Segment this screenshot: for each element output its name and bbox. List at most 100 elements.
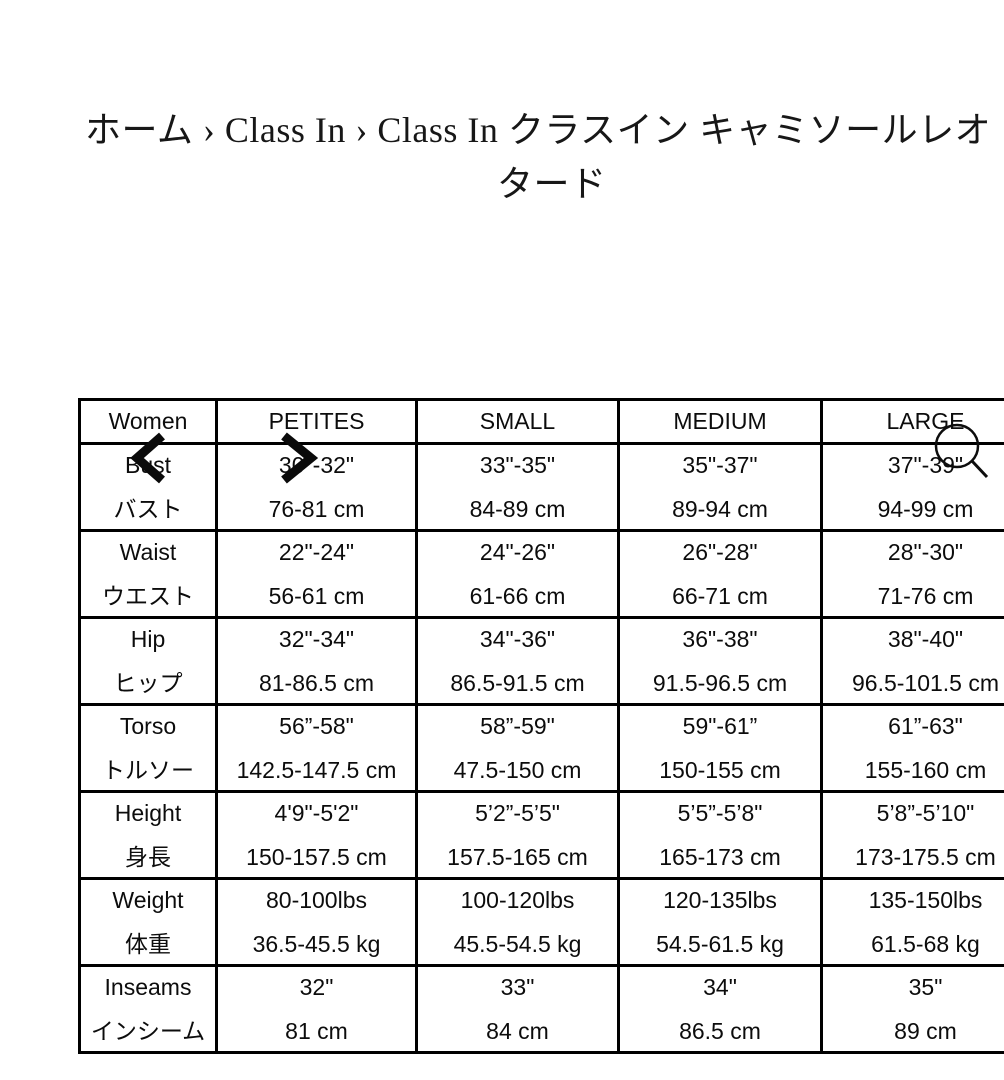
magnifier-icon — [934, 423, 989, 479]
value-cell: 56”-58" 142.5-147.5 cm — [215, 703, 418, 793]
value-cell: 38"-40" 96.5-101.5 cm — [820, 616, 1004, 706]
value-imperial: 5’2”-5’5" — [475, 800, 560, 826]
carousel-next-button[interactable] — [273, 428, 323, 488]
value-cell: 5’2”-5’5" 157.5-165 cm — [415, 790, 620, 880]
value-cell: 32"-34" 81-86.5 cm — [215, 616, 418, 706]
col-header-petites: PETITES — [215, 398, 418, 445]
table-row-hip: Hip ヒップ 32"-34" 81-86.5 cm 34"-36" 86.5-… — [78, 616, 1004, 706]
breadcrumb-line-2: タード — [497, 164, 607, 204]
value-metric: 76-81 cm — [268, 496, 365, 522]
row-label-ja: 身長 — [125, 844, 171, 870]
value-metric: 155-160 cm — [864, 757, 987, 783]
value-metric: 81-86.5 cm — [258, 670, 375, 696]
value-metric: 89 cm — [894, 1018, 957, 1044]
value-imperial: 36"-38" — [682, 626, 758, 652]
table-row-waist: Waist ウエスト 22"-24" 56-61 cm 24"-26" 61-6… — [78, 529, 1004, 619]
value-cell: 135-150lbs 61.5-68 kg — [820, 877, 1004, 967]
value-metric: 36.5-45.5 kg — [252, 931, 381, 957]
value-metric: 96.5-101.5 cm — [851, 670, 1000, 696]
row-label-ja: 体重 — [125, 931, 171, 957]
table-row-torso: Torso トルソー 56”-58" 142.5-147.5 cm 58”-59… — [78, 703, 1004, 793]
value-cell: 33"-35" 84-89 cm — [415, 442, 620, 532]
value-metric: 61.5-68 kg — [871, 931, 980, 957]
value-imperial: 24"-26" — [479, 539, 556, 565]
value-imperial: 32"-34" — [278, 626, 355, 652]
value-metric: 66-71 cm — [672, 583, 768, 609]
row-label-ja: トルソー — [102, 757, 194, 783]
table-row-weight: Weight 体重 80-100lbs 36.5-45.5 kg 100-120… — [78, 877, 1004, 967]
breadcrumb-line-1[interactable]: ホーム › Class In › Class In クラスイン キャミソールレオ — [85, 110, 992, 150]
chevron-left-icon — [130, 432, 165, 484]
chevron-right-icon — [281, 432, 319, 484]
value-metric: 165-173 cm — [659, 844, 781, 870]
col-header-small: SMALL — [415, 398, 620, 445]
value-cell: 32" 81 cm — [215, 964, 418, 1054]
row-label-cell: Hip ヒップ — [78, 616, 218, 706]
value-imperial: 26"-28" — [682, 539, 758, 565]
row-label-cell: Weight 体重 — [78, 877, 218, 967]
value-metric: 81 cm — [285, 1018, 348, 1044]
value-cell: 33" 84 cm — [415, 964, 620, 1054]
value-metric: 61-66 cm — [469, 583, 566, 609]
header-row: Women PETITES SMALL MEDIUM LARGE — [78, 398, 1004, 445]
value-metric: 54.5-61.5 kg — [656, 931, 784, 957]
value-metric: 150-157.5 cm — [246, 844, 387, 870]
carousel-prev-button[interactable] — [125, 428, 175, 488]
value-imperial: 135-150lbs — [868, 887, 983, 913]
value-imperial: 35" — [908, 974, 943, 1000]
value-imperial: 58”-59" — [480, 713, 555, 739]
table-row-bust: Bust バスト 30"-32" 76-81 cm 33"-35" 84-89 … — [78, 442, 1004, 532]
row-label-en: Inseams — [104, 974, 192, 1000]
value-imperial: 35"-37" — [682, 452, 758, 478]
value-cell: 24"-26" 61-66 cm — [415, 529, 620, 619]
row-label-ja: バスト — [113, 496, 183, 522]
value-metric: 91.5-96.5 cm — [652, 670, 788, 696]
row-label-ja: インシーム — [90, 1018, 206, 1044]
value-imperial: 4'9"-5'2" — [274, 800, 359, 826]
value-cell: 37"-39" 94-99 cm — [820, 442, 1004, 532]
value-metric: 84 cm — [486, 1018, 549, 1044]
value-imperial: 28"-30" — [887, 539, 964, 565]
value-imperial: 5’5”-5’8" — [677, 800, 763, 826]
size-chart-table: Women PETITES SMALL MEDIUM LARGE Bust バス… — [78, 398, 1004, 1054]
value-cell: 35" 89 cm — [820, 964, 1004, 1054]
value-cell: 26"-28" 66-71 cm — [617, 529, 823, 619]
row-label-en: Hip — [130, 626, 166, 652]
value-cell: 59"-61” 150-155 cm — [617, 703, 823, 793]
row-label-cell: Torso トルソー — [78, 703, 218, 793]
value-imperial: 5’8”-5’10" — [876, 800, 975, 826]
table-row-inseams: Inseams インシーム 32" 81 cm 33" 84 cm 34" 86… — [78, 964, 1004, 1054]
value-metric: 142.5-147.5 cm — [236, 757, 397, 783]
row-label-en: Height — [114, 800, 182, 826]
row-label-en: Torso — [119, 713, 177, 739]
row-label-ja: ウエスト — [102, 583, 194, 609]
value-cell: 58”-59" 47.5-150 cm — [415, 703, 620, 793]
value-cell: 35"-37" 89-94 cm — [617, 442, 823, 532]
value-cell: 61”-63" 155-160 cm — [820, 703, 1004, 793]
value-metric: 150-155 cm — [659, 757, 781, 783]
row-label-cell: Inseams インシーム — [78, 964, 218, 1054]
value-imperial: 32" — [299, 974, 334, 1000]
value-metric: 84-89 cm — [469, 496, 566, 522]
value-metric: 56-61 cm — [268, 583, 365, 609]
value-imperial: 59"-61” — [682, 713, 758, 739]
value-cell: 5’5”-5’8" 165-173 cm — [617, 790, 823, 880]
col-header-medium: MEDIUM — [617, 398, 823, 445]
value-cell: 5’8”-5’10" 173-175.5 cm — [820, 790, 1004, 880]
col-header-women: Women — [78, 398, 218, 445]
value-imperial: 33" — [500, 974, 535, 1000]
value-imperial: 120-135lbs — [663, 887, 777, 913]
table-row-height: Height 身長 4'9"-5'2" 150-157.5 cm 5’2”-5’… — [78, 790, 1004, 880]
value-cell: 30"-32" 76-81 cm — [215, 442, 418, 532]
value-metric: 86.5-91.5 cm — [450, 670, 585, 696]
row-label-cell: Height 身長 — [78, 790, 218, 880]
value-cell: 34" 86.5 cm — [617, 964, 823, 1054]
value-imperial: 100-120lbs — [460, 887, 575, 913]
image-zoom-button[interactable] — [928, 418, 1000, 488]
row-label-cell: Bust バスト — [78, 442, 218, 532]
value-imperial: 33"-35" — [479, 452, 556, 478]
row-label-ja: ヒップ — [113, 670, 183, 696]
value-imperial: 61”-63" — [888, 713, 963, 739]
value-metric: 157.5-165 cm — [447, 844, 588, 870]
